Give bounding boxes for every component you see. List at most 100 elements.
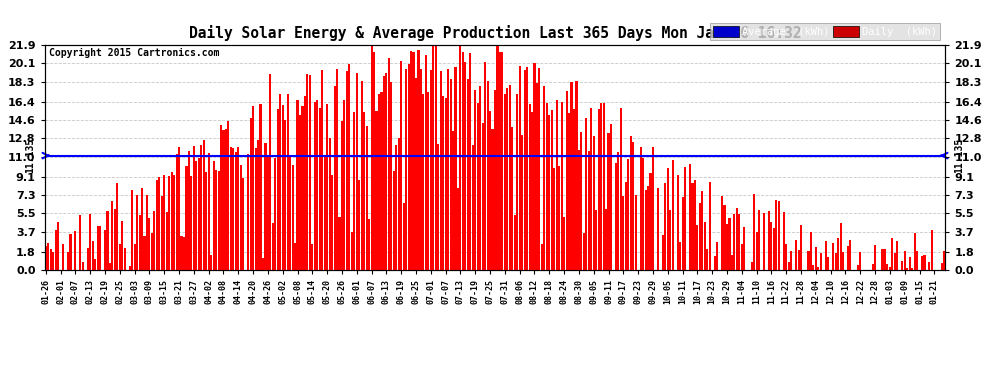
- Bar: [563, 217, 565, 270]
- Bar: [155, 180, 157, 270]
- Bar: [773, 228, 775, 270]
- Bar: [524, 70, 526, 270]
- Bar: [69, 234, 71, 270]
- Bar: [331, 175, 334, 270]
- Bar: [924, 255, 926, 270]
- Bar: [894, 253, 896, 270]
- Bar: [544, 86, 545, 270]
- Bar: [235, 152, 237, 270]
- Bar: [89, 214, 91, 270]
- Bar: [346, 71, 347, 270]
- Bar: [575, 81, 577, 270]
- Bar: [504, 94, 506, 270]
- Bar: [610, 124, 612, 270]
- Bar: [555, 100, 557, 270]
- Bar: [529, 104, 531, 270]
- Bar: [484, 62, 486, 270]
- Bar: [225, 129, 227, 270]
- Bar: [131, 189, 134, 270]
- Bar: [203, 140, 205, 270]
- Bar: [230, 147, 232, 270]
- Bar: [375, 111, 377, 270]
- Bar: [608, 133, 610, 270]
- Bar: [940, 262, 942, 270]
- Bar: [874, 245, 876, 270]
- Bar: [97, 226, 99, 270]
- Bar: [479, 86, 481, 270]
- Bar: [238, 147, 240, 270]
- Bar: [284, 120, 286, 270]
- Bar: [644, 190, 646, 270]
- Title: Daily Solar Energy & Average Production Last 365 Days Mon Jan 26 16:32: Daily Solar Energy & Average Production …: [189, 25, 801, 41]
- Bar: [734, 214, 736, 270]
- Bar: [886, 264, 888, 270]
- Bar: [753, 194, 755, 270]
- Bar: [438, 144, 440, 270]
- Bar: [739, 214, 741, 270]
- Bar: [163, 175, 165, 270]
- Bar: [842, 252, 844, 270]
- Bar: [603, 103, 605, 270]
- Bar: [835, 253, 837, 270]
- Bar: [267, 157, 269, 270]
- Bar: [911, 268, 913, 270]
- Bar: [476, 103, 479, 270]
- Bar: [294, 243, 296, 270]
- Bar: [173, 175, 175, 270]
- Bar: [146, 195, 148, 270]
- Bar: [583, 233, 585, 270]
- Bar: [499, 52, 501, 270]
- Bar: [339, 217, 341, 270]
- Bar: [652, 147, 654, 270]
- Bar: [785, 244, 787, 270]
- Bar: [79, 215, 81, 270]
- Bar: [501, 51, 504, 270]
- Bar: [262, 258, 264, 270]
- Bar: [390, 81, 392, 270]
- Bar: [403, 203, 405, 270]
- Bar: [215, 170, 217, 270]
- Bar: [415, 78, 417, 270]
- Bar: [906, 268, 908, 270]
- Bar: [208, 153, 210, 270]
- Bar: [474, 90, 476, 270]
- Bar: [107, 211, 109, 270]
- Bar: [509, 85, 511, 270]
- Bar: [548, 116, 550, 270]
- Bar: [54, 231, 56, 270]
- Bar: [558, 166, 560, 270]
- Bar: [165, 212, 167, 270]
- Bar: [726, 225, 728, 270]
- Bar: [67, 252, 69, 270]
- Bar: [623, 196, 625, 270]
- Bar: [319, 108, 321, 270]
- Bar: [661, 236, 664, 270]
- Bar: [833, 243, 835, 270]
- Bar: [326, 104, 329, 270]
- Bar: [329, 138, 331, 270]
- Bar: [228, 121, 230, 270]
- Bar: [269, 74, 271, 270]
- Bar: [778, 201, 780, 270]
- Bar: [539, 68, 541, 270]
- Bar: [929, 262, 931, 270]
- Bar: [467, 79, 469, 270]
- Bar: [889, 267, 891, 270]
- Bar: [104, 230, 106, 270]
- Bar: [350, 232, 352, 270]
- Bar: [795, 240, 797, 270]
- Bar: [531, 112, 533, 270]
- Bar: [656, 188, 659, 270]
- Bar: [630, 136, 632, 270]
- Bar: [457, 188, 459, 270]
- Bar: [264, 142, 266, 270]
- Bar: [931, 230, 933, 270]
- Bar: [99, 226, 101, 270]
- Bar: [119, 244, 121, 270]
- Bar: [620, 108, 622, 270]
- Bar: [321, 70, 324, 270]
- Bar: [904, 251, 906, 270]
- Bar: [220, 124, 222, 270]
- Bar: [141, 188, 144, 270]
- Bar: [116, 183, 119, 270]
